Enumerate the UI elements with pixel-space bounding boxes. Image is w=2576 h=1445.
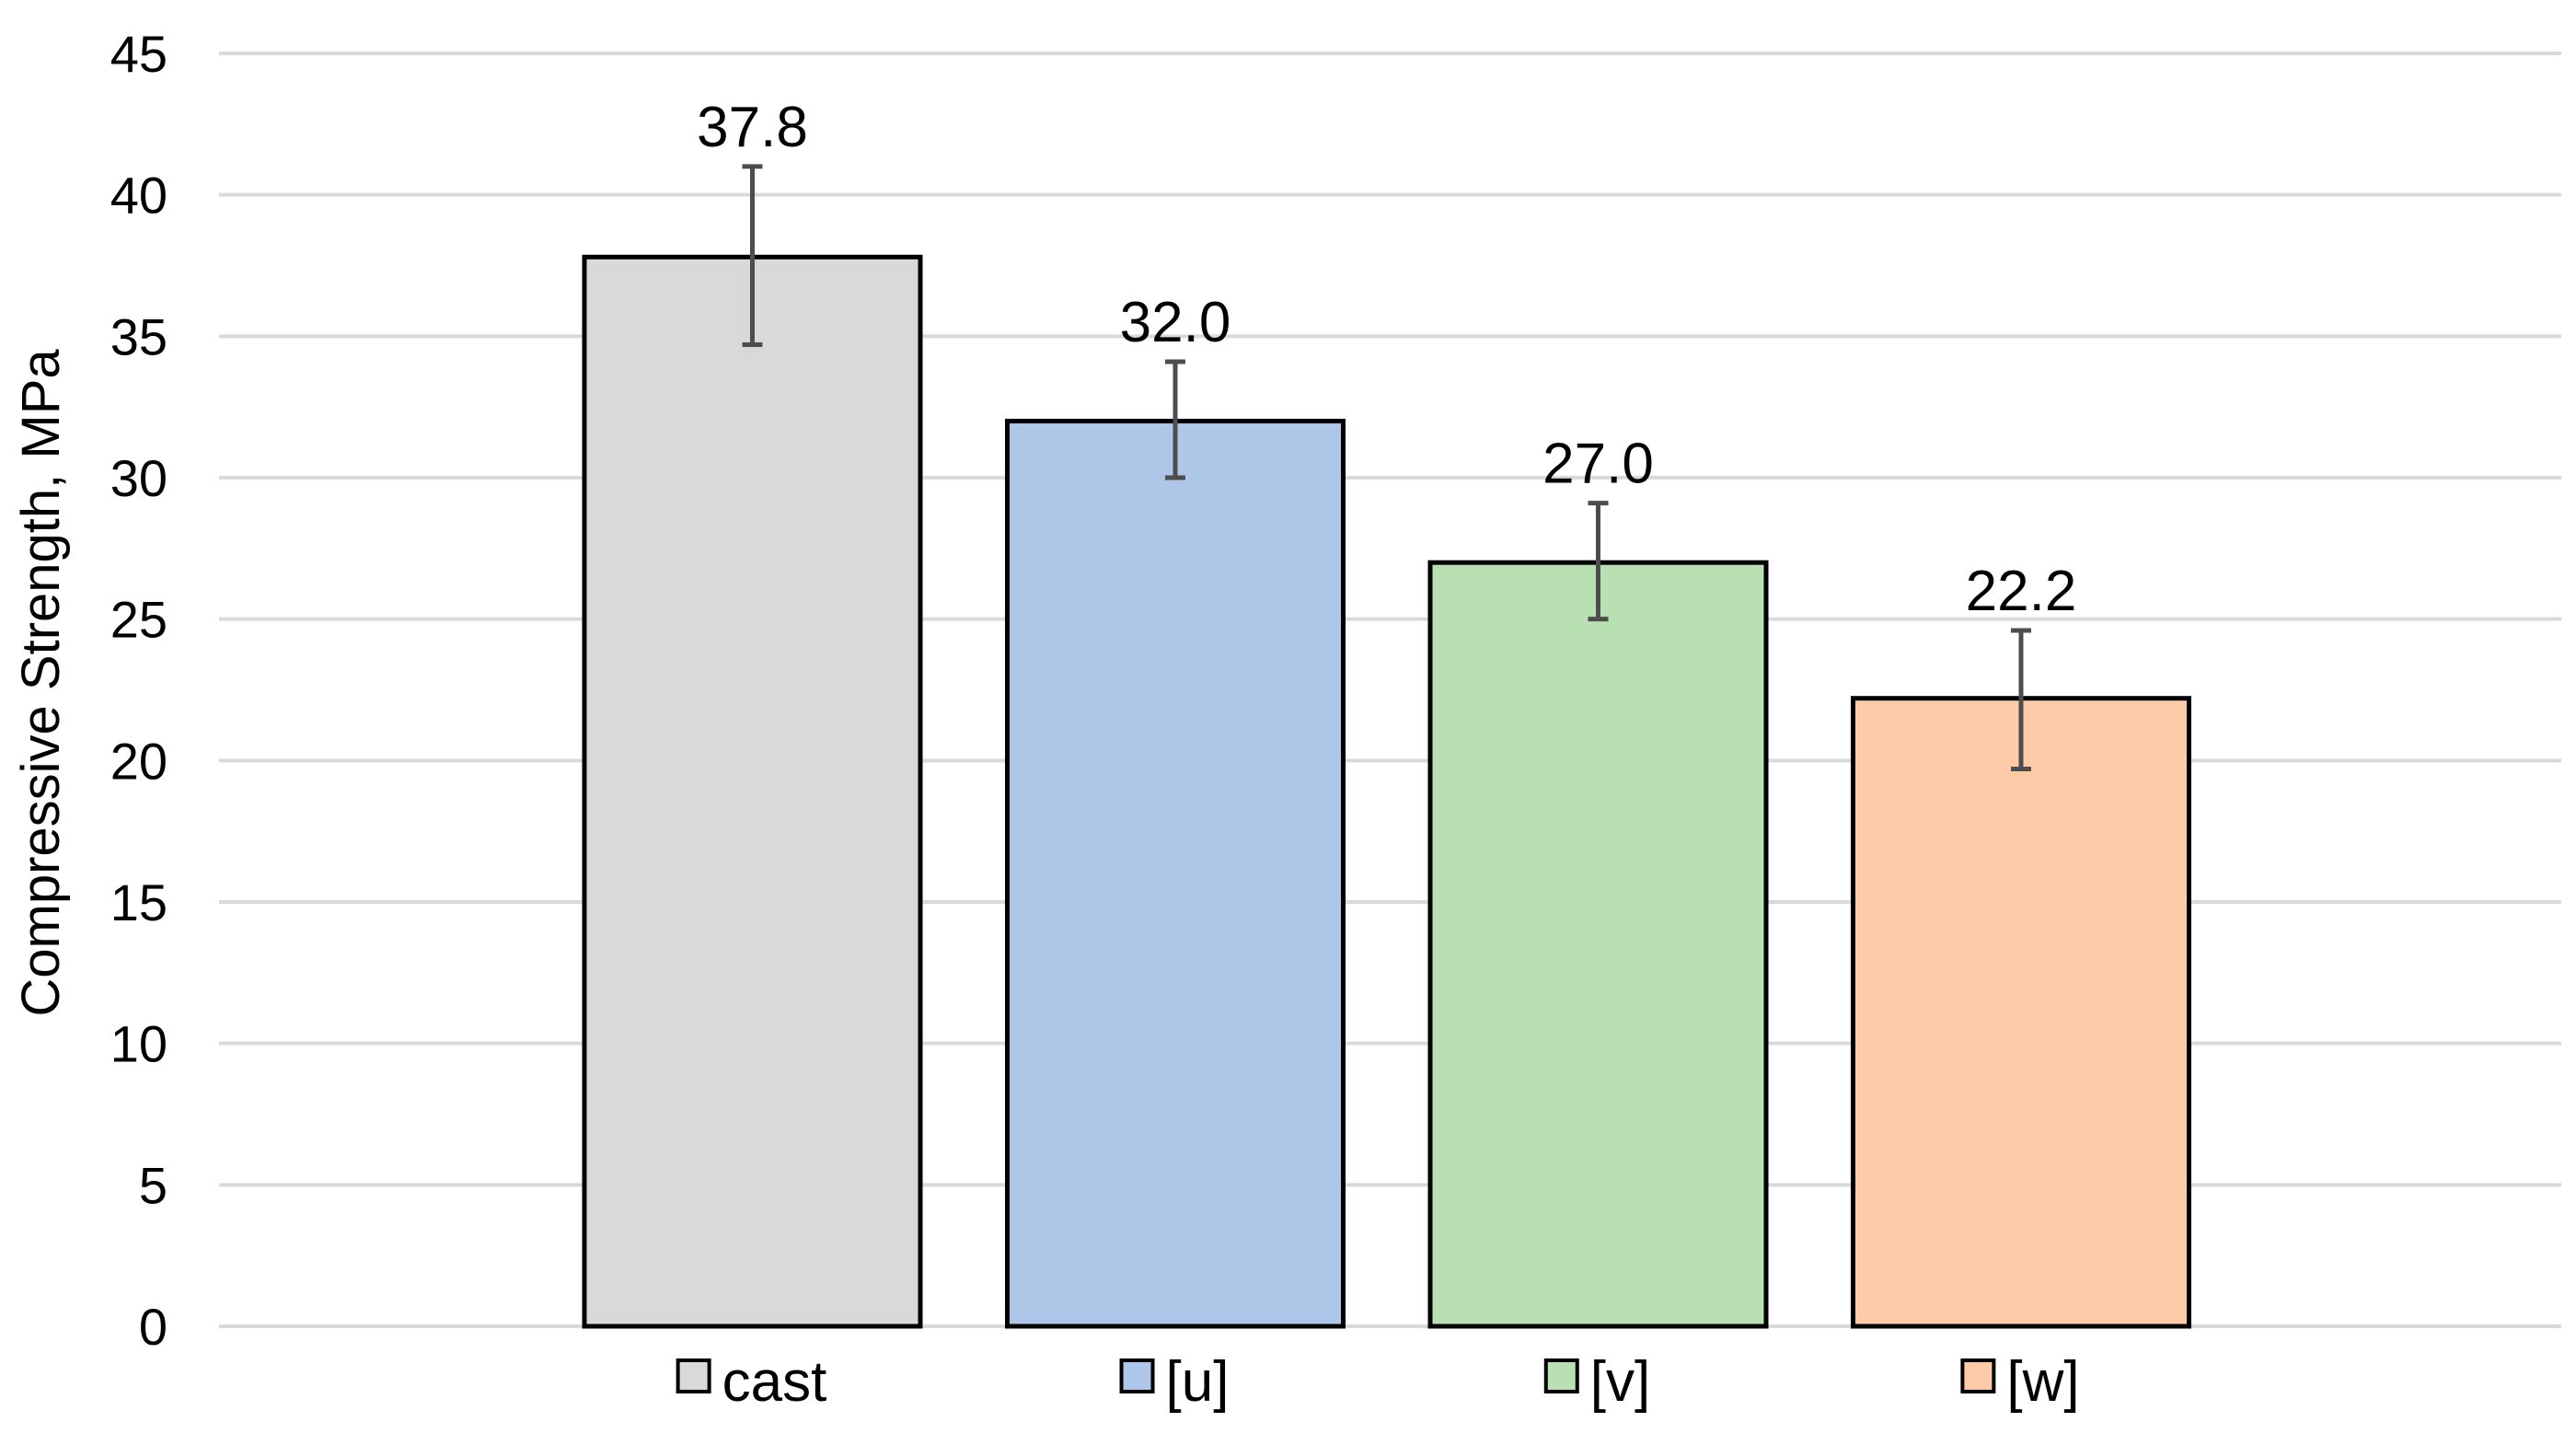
- y-tick-label: 30: [110, 449, 167, 507]
- data-label: 32.0: [1120, 291, 1231, 354]
- legend-swatch: [1119, 1358, 1155, 1393]
- legend-item-v: [v]: [1543, 1350, 1650, 1414]
- bar-u: [1005, 419, 1346, 1329]
- legend-item-u: [u]: [1119, 1350, 1230, 1414]
- y-axis-ticks: 0 5 10 15 20 25 30 35 40 45: [110, 25, 167, 1356]
- legend-item-cast: cast: [676, 1350, 827, 1414]
- bar-v: [1427, 560, 1769, 1329]
- error-bar-u: [1165, 359, 1185, 480]
- y-tick-label: 10: [110, 1015, 167, 1073]
- y-tick-label: 40: [110, 167, 167, 225]
- legend: cast [u] [v] [w]: [676, 1350, 2080, 1414]
- y-tick-label: 25: [110, 591, 167, 649]
- legend-item-w: [w]: [1960, 1350, 2080, 1414]
- y-tick-label: 20: [110, 732, 167, 790]
- error-bars: [742, 164, 2031, 772]
- error-bar-v: [1588, 501, 1609, 622]
- bars: [582, 254, 2191, 1329]
- bar-cast: [582, 254, 923, 1329]
- legend-label: [v]: [1590, 1350, 1650, 1414]
- legend-swatch: [1960, 1358, 1996, 1393]
- y-tick-label: 15: [110, 873, 167, 931]
- data-labels: 37.8 32.0 27.0 22.2: [697, 96, 2076, 623]
- y-tick-label: 35: [110, 307, 167, 365]
- legend-swatch: [1543, 1358, 1579, 1393]
- bar-w: [1851, 696, 2191, 1329]
- y-axis-label: Compressive Strength, MPa: [11, 349, 71, 1017]
- data-label: 37.8: [697, 96, 808, 159]
- y-tick-label: 0: [139, 1298, 167, 1356]
- legend-label: [w]: [2006, 1350, 2079, 1414]
- legend-swatch: [676, 1358, 711, 1393]
- data-label: 22.2: [1966, 560, 2077, 623]
- legend-label: cast: [722, 1350, 827, 1414]
- y-tick-label: 5: [139, 1156, 167, 1214]
- error-bar-cast: [742, 164, 763, 348]
- error-bar-w: [2011, 628, 2031, 772]
- data-label: 27.0: [1542, 433, 1654, 496]
- gridlines: [219, 52, 2561, 1328]
- y-tick-label: 45: [110, 25, 167, 83]
- legend-label: [u]: [1166, 1350, 1230, 1414]
